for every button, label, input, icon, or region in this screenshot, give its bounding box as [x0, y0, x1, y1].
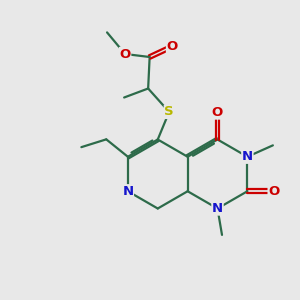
Text: O: O: [268, 185, 279, 198]
Text: S: S: [164, 105, 174, 119]
Text: O: O: [119, 47, 131, 61]
Text: N: N: [122, 185, 134, 198]
Text: O: O: [167, 40, 178, 53]
Text: O: O: [212, 106, 223, 119]
Text: N: N: [242, 150, 253, 163]
Text: N: N: [212, 202, 223, 215]
